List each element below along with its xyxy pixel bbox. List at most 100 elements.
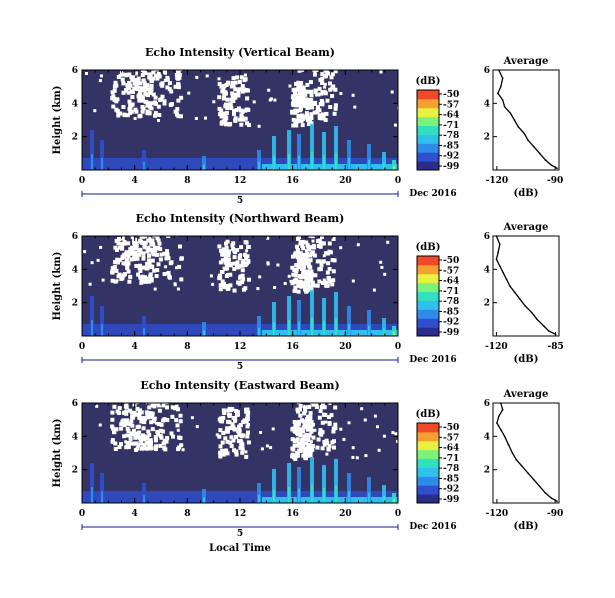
data-gap-cell — [124, 258, 129, 262]
data-gap-cell — [224, 266, 229, 271]
data-gap-cell — [320, 446, 325, 451]
data-gap-cell — [315, 92, 320, 97]
data-gap-cell — [138, 435, 142, 440]
data-gap-cell — [234, 108, 239, 113]
data-gap-cell — [231, 76, 236, 81]
data-gap-cell — [116, 274, 121, 279]
data-gap-cell — [229, 84, 234, 89]
data-gap-cell — [314, 405, 319, 409]
echo-plume-core — [311, 151, 313, 170]
data-gap-cell — [242, 287, 246, 292]
data-gap-cell — [291, 117, 296, 122]
data-gap-cell — [315, 397, 319, 401]
data-gap-cell — [364, 454, 368, 458]
colorbar-tick-label: -92 — [443, 485, 459, 495]
average-profile-point — [550, 164, 552, 166]
data-gap-cell — [157, 403, 162, 408]
data-gap-cell — [99, 245, 103, 249]
data-gap-cell — [126, 90, 131, 95]
data-gap-cell — [178, 436, 183, 440]
data-gap-cell — [311, 283, 316, 288]
echo-plume-core — [288, 320, 290, 336]
echo-plume — [392, 493, 396, 503]
data-gap-cell — [234, 409, 239, 413]
data-gap-cell — [241, 258, 246, 263]
data-gap-cell — [114, 107, 119, 112]
x-tick-label: 0 — [395, 176, 401, 186]
data-gap-cell — [149, 83, 154, 88]
echo-plume — [287, 463, 291, 503]
x-tick-label: 20 — [339, 509, 352, 519]
data-gap-cell — [167, 87, 172, 92]
data-gap-cell — [302, 411, 307, 416]
colorbar-tick-label: -64 — [443, 111, 459, 121]
data-gap-cell — [154, 274, 159, 278]
data-gap-cell — [301, 429, 306, 434]
data-gap-cell — [317, 279, 322, 284]
data-gap-cell — [165, 85, 170, 90]
data-gap-cell — [237, 439, 241, 444]
data-gap-cell — [156, 246, 161, 250]
colorbar-segment — [417, 134, 439, 144]
data-gap-cell — [317, 415, 322, 420]
data-gap-cell — [327, 415, 331, 419]
data-gap-cell — [326, 276, 331, 280]
data-gap-cell — [386, 240, 390, 244]
data-gap-cell — [173, 398, 177, 402]
average-y-tick-label: 6 — [484, 232, 490, 242]
data-gap-cell — [258, 275, 262, 279]
data-gap-cell — [230, 407, 235, 412]
data-gap-cell — [239, 75, 244, 80]
data-gap-cell — [124, 405, 129, 410]
average-y-tick-label: 4 — [484, 265, 490, 275]
data-gap-cell — [148, 72, 153, 77]
data-gap-cell — [331, 426, 336, 431]
x-tick-label: 8 — [184, 342, 190, 352]
average-frame — [492, 235, 560, 337]
data-gap-cell — [152, 245, 157, 250]
data-gap-cell — [119, 276, 124, 281]
data-gap-cell — [137, 252, 142, 257]
average-profile-point — [511, 452, 514, 454]
data-gap-cell — [177, 75, 182, 80]
data-gap-cell — [166, 236, 171, 238]
average-profile-point — [524, 305, 526, 307]
data-gap-cell — [309, 121, 314, 126]
data-gap-cell — [179, 443, 184, 448]
data-gap-cell — [143, 92, 148, 97]
data-gap-cell — [175, 266, 178, 270]
echo-plume — [287, 130, 291, 170]
data-gap-cell — [325, 66, 329, 70]
data-gap-cell — [309, 274, 314, 279]
data-gap-cell — [291, 447, 296, 452]
data-gap-cell — [134, 448, 138, 452]
data-gap-cell — [175, 423, 180, 428]
data-gap-cell — [306, 262, 311, 267]
data-gap-cell — [211, 282, 215, 286]
data-gap-cell — [122, 240, 127, 244]
data-gap-cell — [293, 285, 298, 290]
average-y-tick-label: 6 — [484, 399, 490, 409]
data-gap-cell — [315, 403, 320, 407]
data-gap-cell — [296, 432, 301, 437]
data-gap-cell — [124, 88, 129, 93]
data-gap-cell — [148, 76, 153, 81]
echo-plume — [257, 150, 261, 170]
y-tick-label: 2 — [72, 299, 78, 309]
data-gap-cell — [230, 243, 235, 248]
data-gap-cell — [306, 427, 311, 431]
data-gap-cell — [151, 92, 156, 97]
data-gap-cell — [236, 90, 241, 95]
data-gap-cell — [296, 259, 301, 264]
data-gap-cell — [294, 454, 298, 459]
average-profile-point — [501, 99, 504, 101]
data-gap-cell — [319, 99, 324, 103]
colorbar-segment — [417, 90, 439, 100]
data-gap-cell — [122, 272, 127, 277]
data-gap-cell — [227, 102, 232, 107]
data-gap-cell — [297, 419, 302, 424]
average-profile-point — [536, 318, 538, 321]
data-gap-cell — [152, 416, 157, 421]
data-gap-cell — [145, 100, 149, 104]
data-gap-cell — [379, 260, 383, 264]
